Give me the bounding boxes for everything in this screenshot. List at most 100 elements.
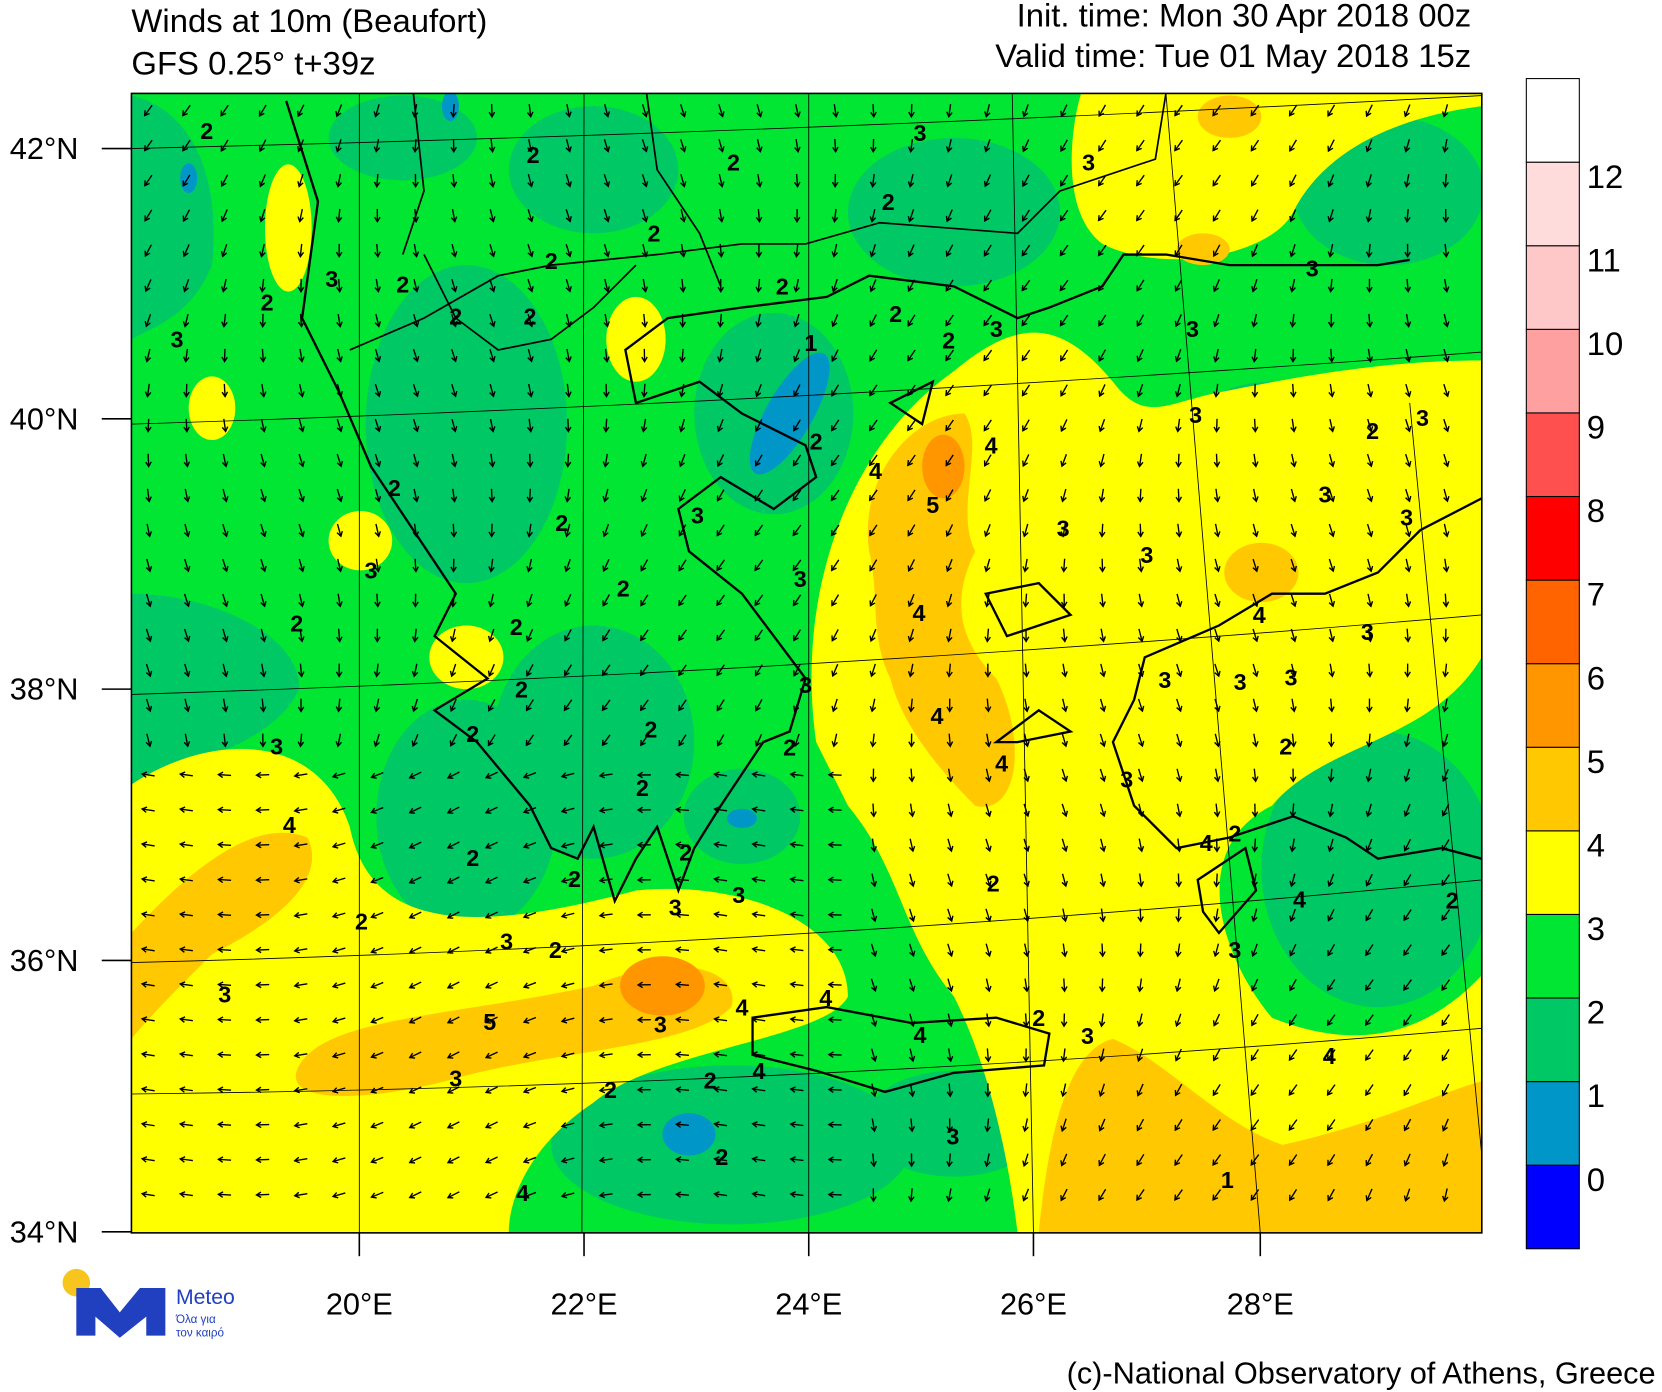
wind-arrow xyxy=(522,1016,537,1024)
colorbar-label: 9 xyxy=(1587,409,1605,446)
wind-arrow xyxy=(564,523,571,538)
wind-arrow xyxy=(1327,979,1336,992)
wind-arrow xyxy=(789,806,804,813)
wind-arrow xyxy=(908,873,916,888)
wind-arrow xyxy=(183,488,191,503)
wind-arrow xyxy=(641,348,648,363)
wind-arrow xyxy=(640,524,648,538)
wind-arrow xyxy=(489,279,496,293)
wind-arrow xyxy=(674,1086,690,1093)
contour-label: 2 xyxy=(466,845,479,871)
wind-arrow xyxy=(1290,733,1297,748)
contour-label: 2 xyxy=(396,271,409,297)
wind-arrow xyxy=(484,1191,498,1199)
wind-arrow xyxy=(869,349,878,362)
wind-arrow xyxy=(408,1051,422,1059)
wind-arrow xyxy=(335,243,343,258)
wind-arrow xyxy=(331,982,346,989)
wind-arrow xyxy=(140,1121,155,1128)
wind-arrow xyxy=(945,524,954,538)
wind-arrow xyxy=(789,911,804,918)
wind-arrow xyxy=(1327,139,1335,153)
wind-arrow xyxy=(1136,139,1145,152)
wind-arrow xyxy=(945,419,954,432)
wind-arrow xyxy=(1021,314,1031,327)
wind-arrow xyxy=(1136,314,1145,328)
contour-label: 3 xyxy=(799,672,812,698)
wind-arrow xyxy=(1252,698,1259,713)
contour-label: 3 xyxy=(1228,937,1241,963)
wind-arrow xyxy=(870,1153,877,1168)
wind-arrow xyxy=(1442,523,1450,538)
wind-arrow xyxy=(1060,419,1068,433)
colorbar-label: 6 xyxy=(1587,659,1605,696)
wind-arrow xyxy=(1136,209,1145,222)
wind-arrow xyxy=(789,876,804,883)
wind-arrow xyxy=(408,1191,422,1199)
wind-arrow xyxy=(598,771,613,779)
graticule xyxy=(131,93,1482,1233)
wind-arrow xyxy=(1442,628,1450,643)
wind-arrow xyxy=(140,981,155,988)
wind-arrow xyxy=(1022,419,1030,432)
wind-arrow xyxy=(140,1016,155,1023)
wind-arrow xyxy=(1098,978,1106,993)
wind-arrow xyxy=(827,1191,842,1198)
wind-arrow xyxy=(985,978,992,993)
wind-arrow xyxy=(601,734,611,747)
wind-arrow xyxy=(336,313,343,328)
wind-arrow xyxy=(985,768,992,783)
wind-arrow xyxy=(222,593,229,608)
wind-arrow xyxy=(408,981,422,989)
wind-arrow xyxy=(565,139,572,153)
wind-arrow xyxy=(1404,453,1412,468)
wind-arrow xyxy=(1290,663,1297,678)
contour-label: 2 xyxy=(715,1144,728,1170)
wind-arrow xyxy=(560,1192,575,1199)
wind-arrow xyxy=(526,488,534,503)
wind-arrow xyxy=(1288,1014,1298,1027)
wind-arrow xyxy=(217,1156,232,1163)
wind-arrow xyxy=(373,698,381,713)
colorbar-swatch xyxy=(1525,1081,1580,1166)
wind-arrow xyxy=(827,1156,842,1163)
wind-arrow xyxy=(522,876,537,884)
wind-arrow xyxy=(565,278,572,293)
wind-arrow xyxy=(335,104,343,118)
wind-arrow xyxy=(335,173,343,188)
wind-arrow xyxy=(221,383,229,398)
wind-arrow xyxy=(716,524,725,537)
wind-arrow xyxy=(1443,383,1450,398)
wind-arrow xyxy=(983,209,992,223)
wind-arrow xyxy=(1022,1153,1029,1168)
wind-arrow xyxy=(221,313,228,328)
wind-arrow xyxy=(674,806,690,814)
wind-arrow xyxy=(983,174,992,188)
wind-arrow xyxy=(1251,383,1259,398)
wind-arrow xyxy=(140,911,155,918)
wind-arrow xyxy=(178,1051,193,1058)
wind-arrow xyxy=(564,593,572,608)
wind-arrow xyxy=(1365,104,1373,118)
wind-arrow xyxy=(1021,244,1031,257)
wind-arrow xyxy=(1135,174,1145,187)
wind-arrow xyxy=(258,174,266,188)
wind-arrow xyxy=(1022,663,1030,678)
wind-arrow xyxy=(1365,1084,1374,1097)
colorbar-swatch xyxy=(1525,245,1580,330)
wind-arrow xyxy=(946,768,954,783)
wind-arrow xyxy=(446,1051,460,1059)
wind-arrow xyxy=(983,244,992,257)
wind-arrow xyxy=(598,1086,613,1094)
wind-arrow xyxy=(1022,1048,1030,1063)
contour-label: 2 xyxy=(549,937,562,963)
wind-arrow xyxy=(674,1121,690,1128)
wind-arrow xyxy=(1174,1189,1183,1201)
wind-arrow xyxy=(145,663,153,678)
wind-arrow xyxy=(1099,663,1107,678)
wind-arrow xyxy=(1365,208,1373,223)
wind-arrow xyxy=(789,1156,804,1163)
contour-label: 2 xyxy=(449,303,462,329)
contour-label: 4 xyxy=(912,600,925,626)
wind-arrow xyxy=(1289,978,1297,992)
